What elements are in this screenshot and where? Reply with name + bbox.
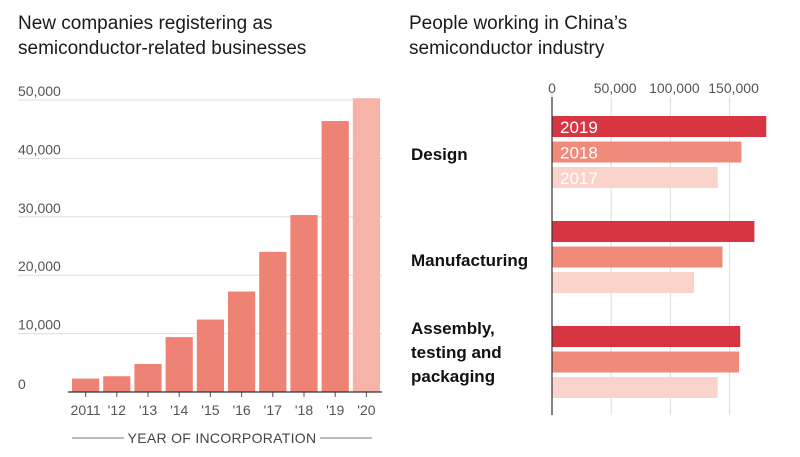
category-label-line: testing and xyxy=(411,343,502,362)
x-tick-label: 100,000 xyxy=(649,80,700,96)
series-label: 2019 xyxy=(560,118,598,137)
bar xyxy=(72,378,100,392)
x-tick-label: '14 xyxy=(170,402,188,418)
bar xyxy=(552,377,718,398)
right-chart-title: People working in China’s semiconductor … xyxy=(409,11,789,61)
y-tick-label: 30,000 xyxy=(18,200,61,216)
bar xyxy=(552,246,723,268)
x-axis-title: YEAR OF INCORPORATION xyxy=(128,430,317,446)
x-tick-label: '16 xyxy=(232,402,250,418)
category-label: Manufacturing xyxy=(411,251,528,270)
y-tick-label: 0 xyxy=(18,376,26,392)
bar xyxy=(228,291,256,392)
right-title-line2: semiconductor industry xyxy=(409,38,605,59)
y-tick-label: 50,000 xyxy=(18,83,61,99)
x-tick-label: 0 xyxy=(548,80,556,96)
x-tick-label: 150,000 xyxy=(708,80,759,96)
x-tick-label: 50,000 xyxy=(594,80,637,96)
left-chart-title: New companies registering as semiconduct… xyxy=(18,11,388,61)
bar xyxy=(352,98,380,393)
bar xyxy=(134,363,162,392)
category-label-line: Assembly, xyxy=(411,319,495,338)
x-tick-label: '20 xyxy=(357,402,375,418)
bar xyxy=(552,167,718,188)
y-tick-label: 20,000 xyxy=(18,258,61,274)
bar xyxy=(290,215,318,392)
category-label-line: packaging xyxy=(411,367,495,386)
bar xyxy=(552,221,755,242)
bar xyxy=(552,326,741,347)
left-title-line2: semiconductor-related businesses xyxy=(18,38,307,59)
x-tick-label: '15 xyxy=(201,402,219,418)
bar xyxy=(552,141,742,163)
left-title-line1: New companies registering as xyxy=(18,13,273,34)
x-tick-label: '18 xyxy=(295,402,313,418)
right-title-line1: People working in China’s xyxy=(409,13,628,34)
series-label: 2018 xyxy=(560,144,598,163)
y-tick-label: 40,000 xyxy=(18,141,61,157)
x-tick-label: '17 xyxy=(264,402,282,418)
x-tick-label: 2011 xyxy=(71,402,101,418)
series-label: 2017 xyxy=(560,169,598,188)
y-tick-label: 10,000 xyxy=(18,317,61,333)
bar xyxy=(552,272,695,293)
bar xyxy=(552,351,740,373)
x-tick-label: '19 xyxy=(326,402,344,418)
new-companies-bar-chart: 0 10,000 20,000 30,000 40,000 50,000 2011 '12 '1… xyxy=(18,83,382,446)
x-tick-label: '12 xyxy=(108,402,126,418)
x-tick-label: '13 xyxy=(139,402,157,418)
bar xyxy=(165,337,193,392)
category-label: Design xyxy=(411,145,468,164)
bar xyxy=(259,251,287,392)
workforce-bar-chart: 0 50,000 100,000 150,000 2019 2018 2017 Design M… xyxy=(411,80,767,415)
bar xyxy=(552,116,767,137)
bar xyxy=(321,121,349,393)
bar xyxy=(196,319,224,392)
bar xyxy=(103,376,131,392)
